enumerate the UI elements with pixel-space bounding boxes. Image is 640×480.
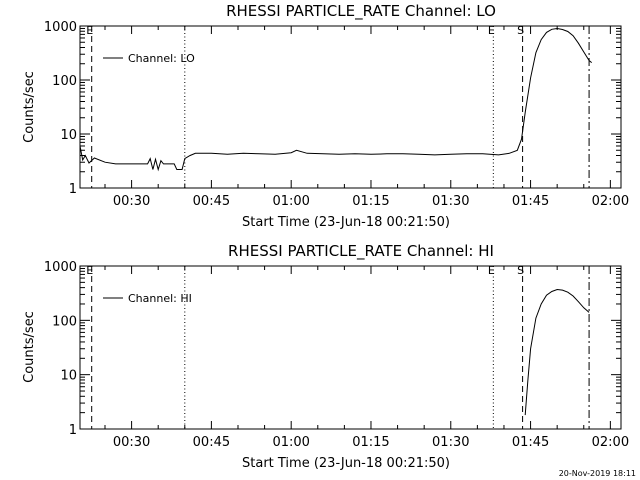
y-tick-label: 1 <box>69 182 77 197</box>
y-tick-label: 100 <box>52 314 77 329</box>
timestamp-footer: 20-Nov-2019 18:11 <box>559 469 636 478</box>
series-lo <box>79 27 593 172</box>
event-marker-label: E <box>86 264 93 277</box>
x-tick-label: 01:00 <box>272 194 309 209</box>
event-marker-label: E <box>488 264 495 277</box>
series-hi <box>524 288 590 416</box>
series-line-lo <box>79 27 593 172</box>
panel-lo: RHESSI PARTICLE_RATE Channel: LO Counts/… <box>22 2 629 230</box>
x-tick-label: 00:30 <box>113 194 150 209</box>
event-marker-label: E <box>86 24 93 37</box>
y-tick-label: 1000 <box>44 260 77 275</box>
plot-frame-hi <box>79 265 622 430</box>
series-line-hi <box>524 288 590 416</box>
x-tick-label: 01:30 <box>432 194 469 209</box>
legend-label-lo: Channel: LO <box>128 52 195 65</box>
x-tick-label: 00:45 <box>193 435 230 450</box>
x-tick-label: 01:45 <box>512 194 549 209</box>
x-tick-label: 01:00 <box>272 435 309 450</box>
x-tick-label: 00:30 <box>113 435 150 450</box>
x-axis-label-lo: Start Time (23-Jun-18 00:21:50) <box>242 215 450 230</box>
x-tick-label: 01:15 <box>352 194 389 209</box>
y-axis-label-lo: Counts/sec <box>22 71 37 143</box>
legend-label-hi: Channel: HI <box>128 292 192 305</box>
y-tick-label: 1000 <box>44 20 77 35</box>
axes-lo: 1 10 100 1000 00:30 00:45 01:00 01:15 01:30 01:45… <box>44 20 629 209</box>
x-tick-label: 01:45 <box>512 435 549 450</box>
y-tick-label: 10 <box>60 128 77 143</box>
axes-hi: 1 10 100 1000 00:30 00:45 01:00 01:15 01:30 01:45… <box>44 260 629 450</box>
x-tick-label: 00:45 <box>193 194 230 209</box>
x-axis-label-hi: Start Time (23-Jun-18 00:21:50) <box>242 456 450 471</box>
event-marker-label: S <box>517 264 524 277</box>
y-tick-label: 10 <box>60 369 77 384</box>
x-tick-label: 01:15 <box>352 435 389 450</box>
panel-hi: RHESSI PARTICLE_RATE Channel: HI Counts/… <box>22 242 629 471</box>
chart-title-lo: RHESSI PARTICLE_RATE Channel: LO <box>226 2 496 21</box>
y-axis-label-hi: Counts/sec <box>22 311 37 383</box>
x-tick-label: 02:00 <box>592 435 629 450</box>
event-marker-label: E <box>488 24 495 37</box>
event-marker-label: S <box>517 24 524 37</box>
x-tick-label: 01:30 <box>432 435 469 450</box>
plot-frame-lo <box>79 25 622 189</box>
chart-title-hi: RHESSI PARTICLE_RATE Channel: HI <box>228 242 494 261</box>
y-tick-label: 100 <box>52 74 77 89</box>
y-tick-label: 1 <box>69 423 77 438</box>
x-tick-label: 02:00 <box>592 194 629 209</box>
